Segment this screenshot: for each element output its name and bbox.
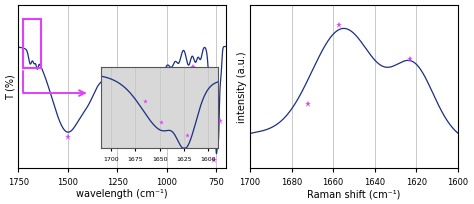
X-axis label: Raman shift (cm⁻¹): Raman shift (cm⁻¹) — [307, 188, 401, 198]
Y-axis label: intensity (a.u.): intensity (a.u.) — [237, 51, 247, 122]
Bar — [23, 19, 41, 69]
X-axis label: wavelength (cm⁻¹): wavelength (cm⁻¹) — [76, 188, 168, 198]
Y-axis label: T (%): T (%) — [6, 74, 16, 100]
